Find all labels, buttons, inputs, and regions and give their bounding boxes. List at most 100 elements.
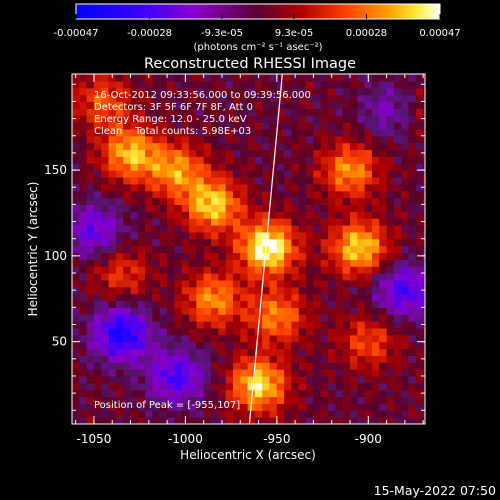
heatmap-cell <box>357 403 366 411</box>
heatmap-cell <box>262 115 271 123</box>
heatmap-cell <box>269 259 278 267</box>
heatmap-cell <box>181 266 190 274</box>
heatmap-cell <box>232 128 241 137</box>
heatmap-cell <box>291 300 300 308</box>
heatmap-cell <box>357 382 366 391</box>
x-axis: -1050 -1000 -950 -900 <box>75 74 424 446</box>
heatmap-cell <box>393 238 402 247</box>
heatmap-cell <box>152 190 161 199</box>
heatmap-cell <box>262 300 271 308</box>
heatmap-cell <box>276 183 285 192</box>
heatmap-cell <box>276 218 285 226</box>
heatmap-cell <box>364 122 373 130</box>
heatmap-cell <box>101 321 110 329</box>
heatmap-cell <box>240 238 249 247</box>
heatmap-cell <box>350 266 358 274</box>
heatmap-cell <box>218 142 227 151</box>
heatmap-cell <box>415 259 424 267</box>
heatmap-cell <box>342 314 351 322</box>
heatmap-cell <box>254 355 263 363</box>
heatmap-cell <box>298 273 307 281</box>
heatmap-cell <box>130 122 139 130</box>
heatmap-cell <box>371 115 380 123</box>
heatmap-cell <box>145 101 154 109</box>
heatmap-cell <box>350 417 358 424</box>
heatmap-cell <box>291 403 300 411</box>
heatmap-cell <box>137 307 146 315</box>
heatmap-cell <box>79 266 88 274</box>
heatmap-cell <box>276 266 285 274</box>
heatmap-cell <box>203 231 212 240</box>
footer-timestamp: 15-May-2022 07:50 <box>374 483 496 498</box>
heatmap-cell <box>115 80 124 89</box>
heatmap-cell <box>225 355 234 363</box>
heatmap-cell <box>145 135 154 144</box>
heatmap-cell <box>225 300 234 308</box>
heatmap-cell <box>225 218 234 226</box>
heatmap-cell <box>189 403 197 411</box>
heatmap-cell <box>298 341 307 350</box>
heatmap-cell <box>284 341 293 350</box>
heatmap-cell <box>298 369 307 377</box>
heatmap-cell <box>152 341 161 350</box>
heatmap-cell <box>115 293 124 302</box>
heatmap-cell <box>247 170 256 178</box>
heatmap-cell <box>196 403 205 411</box>
heatmap-cell <box>240 375 249 384</box>
heatmap-cell <box>130 142 139 151</box>
heatmap-cell <box>254 211 263 219</box>
heatmap-cell <box>72 190 80 199</box>
heatmap-cell <box>401 252 410 260</box>
heatmap-cell <box>357 135 366 144</box>
heatmap-cell <box>415 382 424 391</box>
heatmap-cell <box>342 238 351 247</box>
heatmap-cell <box>328 183 336 192</box>
heatmap-cell <box>423 266 425 274</box>
heatmap-cell <box>335 279 344 288</box>
heatmap-cell <box>254 369 263 377</box>
heatmap-cell <box>313 190 322 199</box>
heatmap-cell <box>225 273 234 281</box>
heatmap-cell <box>232 149 241 157</box>
heatmap-cell <box>335 348 344 356</box>
heatmap-cell <box>320 183 329 192</box>
heatmap-cell <box>93 410 102 418</box>
heatmap-cell <box>189 417 197 424</box>
heatmap-cell <box>101 396 110 405</box>
heatmap-cell <box>320 238 329 247</box>
heatmap-cell <box>145 128 154 137</box>
heatmap-cell <box>423 122 425 130</box>
heatmap-cell <box>232 183 241 192</box>
heatmap-cell <box>174 286 183 295</box>
heatmap-cell <box>203 108 212 116</box>
heatmap-cell <box>137 245 146 254</box>
heatmap-cell <box>93 231 102 240</box>
heatmap-cell <box>196 266 205 274</box>
heatmap-cell <box>313 204 322 212</box>
heatmap-cell <box>350 176 358 185</box>
heatmap-cell <box>298 348 307 356</box>
heatmap-cell <box>167 156 176 164</box>
heatmap-cell <box>130 231 139 240</box>
heatmap-cell <box>386 156 395 164</box>
heatmap-cell <box>350 279 358 288</box>
heatmap-cell <box>276 170 285 178</box>
heatmap-cell <box>350 211 358 219</box>
heatmap-cell <box>298 149 307 157</box>
heatmap-cell <box>211 389 219 398</box>
heatmap-cell <box>203 369 212 377</box>
heatmap-cell <box>203 183 212 192</box>
heatmap-cell <box>174 341 183 350</box>
heatmap-cell <box>181 273 190 281</box>
heatmap-cell <box>423 327 425 336</box>
heatmap-cell <box>137 410 146 418</box>
heatmap-cell <box>313 403 322 411</box>
heatmap-cell <box>189 190 197 199</box>
heatmap-cell <box>335 231 344 240</box>
heatmap-cell <box>342 286 351 295</box>
heatmap-cell <box>101 403 110 411</box>
heatmap-cell <box>93 403 102 411</box>
heatmap-cell <box>196 245 205 254</box>
heatmap-cell <box>401 273 410 281</box>
heatmap-cell <box>152 382 161 391</box>
